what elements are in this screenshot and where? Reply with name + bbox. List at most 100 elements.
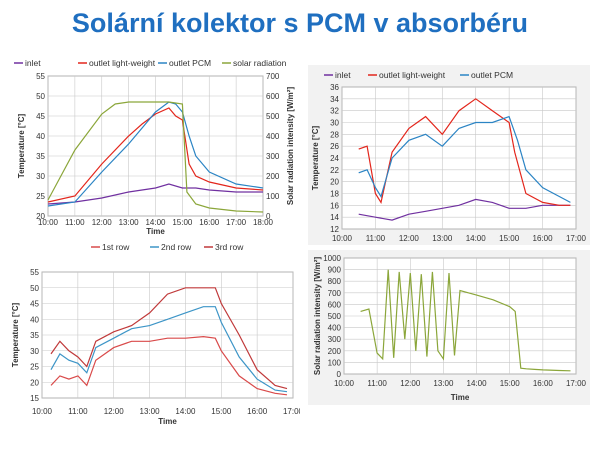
series-line-inlet (358, 198, 571, 221)
x-tick-label: 11:00 (65, 218, 85, 227)
x-tick-label: 15:00 (499, 234, 520, 243)
y-tick-label: 25 (30, 363, 39, 372)
legend-entry: 2nd row (161, 242, 192, 252)
x-tick-label: 10:00 (32, 407, 53, 416)
y-tick-label: 400 (328, 324, 342, 333)
y-tick-label: 30 (330, 119, 339, 128)
chart-b: 12 14 16 18 20 22 24 26 28 30 32 34 36 10:00 11:00 12:0… (311, 70, 587, 243)
chart-d: 0 100 200 300 400 500 600 700 800 900 1000 10:00 11:… (313, 254, 587, 402)
y-tick-label: 20 (330, 178, 339, 187)
y2-tick-label: 700 (266, 72, 280, 81)
y-tick-label: 800 (328, 277, 342, 286)
legend-entry: inlet (25, 58, 41, 68)
y2-tick-label: 0 (266, 212, 271, 221)
x-tick-label: 16:00 (199, 218, 220, 227)
y2-tick-label: 200 (266, 172, 280, 181)
y-tick-label: 35 (36, 152, 45, 161)
y-tick-label: 600 (328, 300, 342, 309)
chart-panel-d: 0 100 200 300 400 500 600 700 800 900 1000 10:00 11:… (308, 250, 590, 405)
y-tick-label: 45 (30, 300, 39, 309)
y-tick-label: 100 (328, 358, 342, 367)
y-tick-label: 40 (30, 315, 39, 324)
series-line-outlet-light-weight (47, 107, 264, 203)
x-tick-label: 12:00 (400, 379, 421, 388)
x-tick-label: 12:00 (92, 218, 113, 227)
y2-tick-label: 400 (266, 132, 280, 141)
slide-title: Solární kolektor s PCM v absorbéru (71, 8, 529, 38)
y-tick-label: 18 (330, 190, 339, 199)
y-tick-label: 16 (330, 201, 339, 210)
x-tick-label: 11:00 (68, 407, 88, 416)
y-tick-label: 14 (330, 213, 339, 222)
series-line-outlet-PCM (358, 115, 571, 203)
chart-panel-c: 15 20 25 30 35 40 45 50 55 10:00 11:00 12:00 13:00 14… (8, 240, 304, 430)
legend-entry: outlet light-weight (89, 58, 156, 68)
legend-entry: solar radiation (233, 58, 287, 68)
y-axis-title: Solar radiation intensity [W/m²] (313, 257, 322, 376)
y-tick-label: 12 (330, 225, 339, 234)
x-tick-label: 10:00 (334, 379, 355, 388)
y-tick-label: 22 (330, 166, 339, 175)
x-tick-label: 13:00 (140, 407, 161, 416)
series-line-1st-row (50, 335, 288, 396)
x-tick-label: 17:00 (566, 379, 587, 388)
y-tick-label: 500 (328, 312, 342, 321)
legend-entry: outlet PCM (169, 58, 211, 68)
x-tick-label: 15:00 (211, 407, 232, 416)
x-tick-label: 16:00 (533, 234, 554, 243)
y-tick-label: 1000 (323, 254, 341, 263)
y-tick-label: 300 (328, 335, 342, 344)
y-tick-label: 30 (36, 172, 45, 181)
x-axis-title: Time (158, 417, 177, 426)
legend-entry: outlet light-weight (379, 70, 446, 80)
y-tick-label: 35 (30, 331, 39, 340)
y2-tick-label: 600 (266, 92, 280, 101)
series-line-inlet (47, 183, 263, 205)
y-axis-title: Temperature [°C] (311, 125, 320, 190)
y2-tick-label: 300 (266, 152, 280, 161)
x-tick-label: 12:00 (399, 234, 420, 243)
y-tick-label: 45 (36, 112, 45, 121)
legend-entry: 1st row (102, 242, 130, 252)
y-tick-label: 36 (330, 83, 339, 92)
y-tick-label: 24 (330, 154, 339, 163)
x-tick-label: 14:00 (467, 379, 488, 388)
series-line-outlet-light-weight (358, 98, 571, 206)
x-tick-label: 11:00 (367, 379, 387, 388)
legend-entry: outlet PCM (471, 70, 513, 80)
x-tick-label: 18:00 (253, 218, 274, 227)
series-line-2nd-row (50, 306, 288, 393)
x-axis-title: Time (451, 393, 470, 402)
chart-panel-a: 20 25 30 35 40 45 50 55 10:00 11:00 12:00 13:00 14:0… (8, 58, 300, 238)
y-tick-label: 26 (330, 142, 339, 151)
x-tick-label: 16:00 (533, 379, 554, 388)
y2-axis-title: Solar radiation intensity [W/m²] (286, 87, 295, 206)
x-tick-label: 15:00 (500, 379, 521, 388)
y-tick-label: 50 (36, 92, 45, 101)
y-tick-label: 700 (328, 289, 342, 298)
x-tick-label: 11:00 (366, 234, 386, 243)
y-tick-label: 34 (330, 95, 339, 104)
y-tick-label: 28 (330, 130, 339, 139)
y-tick-label: 0 (337, 370, 342, 379)
y-tick-label: 40 (36, 132, 45, 141)
x-tick-label: 14:00 (145, 218, 166, 227)
y-axis-title: Temperature [°C] (11, 302, 20, 367)
y-tick-label: 55 (30, 268, 39, 277)
chart-a: 20 25 30 35 40 45 50 55 10:00 11:00 12:00 13:00 14:0… (14, 58, 295, 236)
y-tick-label: 200 (328, 347, 342, 356)
series-line-3rd-row (50, 287, 288, 390)
y-tick-label: 20 (30, 378, 39, 387)
x-tick-label: 12:00 (104, 407, 125, 416)
y-tick-label: 25 (36, 192, 45, 201)
y-tick-label: 32 (330, 107, 339, 116)
y-tick-label: 900 (328, 266, 342, 275)
x-tick-label: 13:00 (432, 234, 453, 243)
y-tick-label: 50 (30, 284, 39, 293)
y2-tick-label: 500 (266, 112, 280, 121)
x-tick-label: 13:00 (433, 379, 454, 388)
x-tick-label: 10:00 (38, 218, 59, 227)
legend-entry: inlet (335, 70, 351, 80)
series-line-solar (360, 269, 571, 372)
x-tick-label: 14:00 (466, 234, 487, 243)
